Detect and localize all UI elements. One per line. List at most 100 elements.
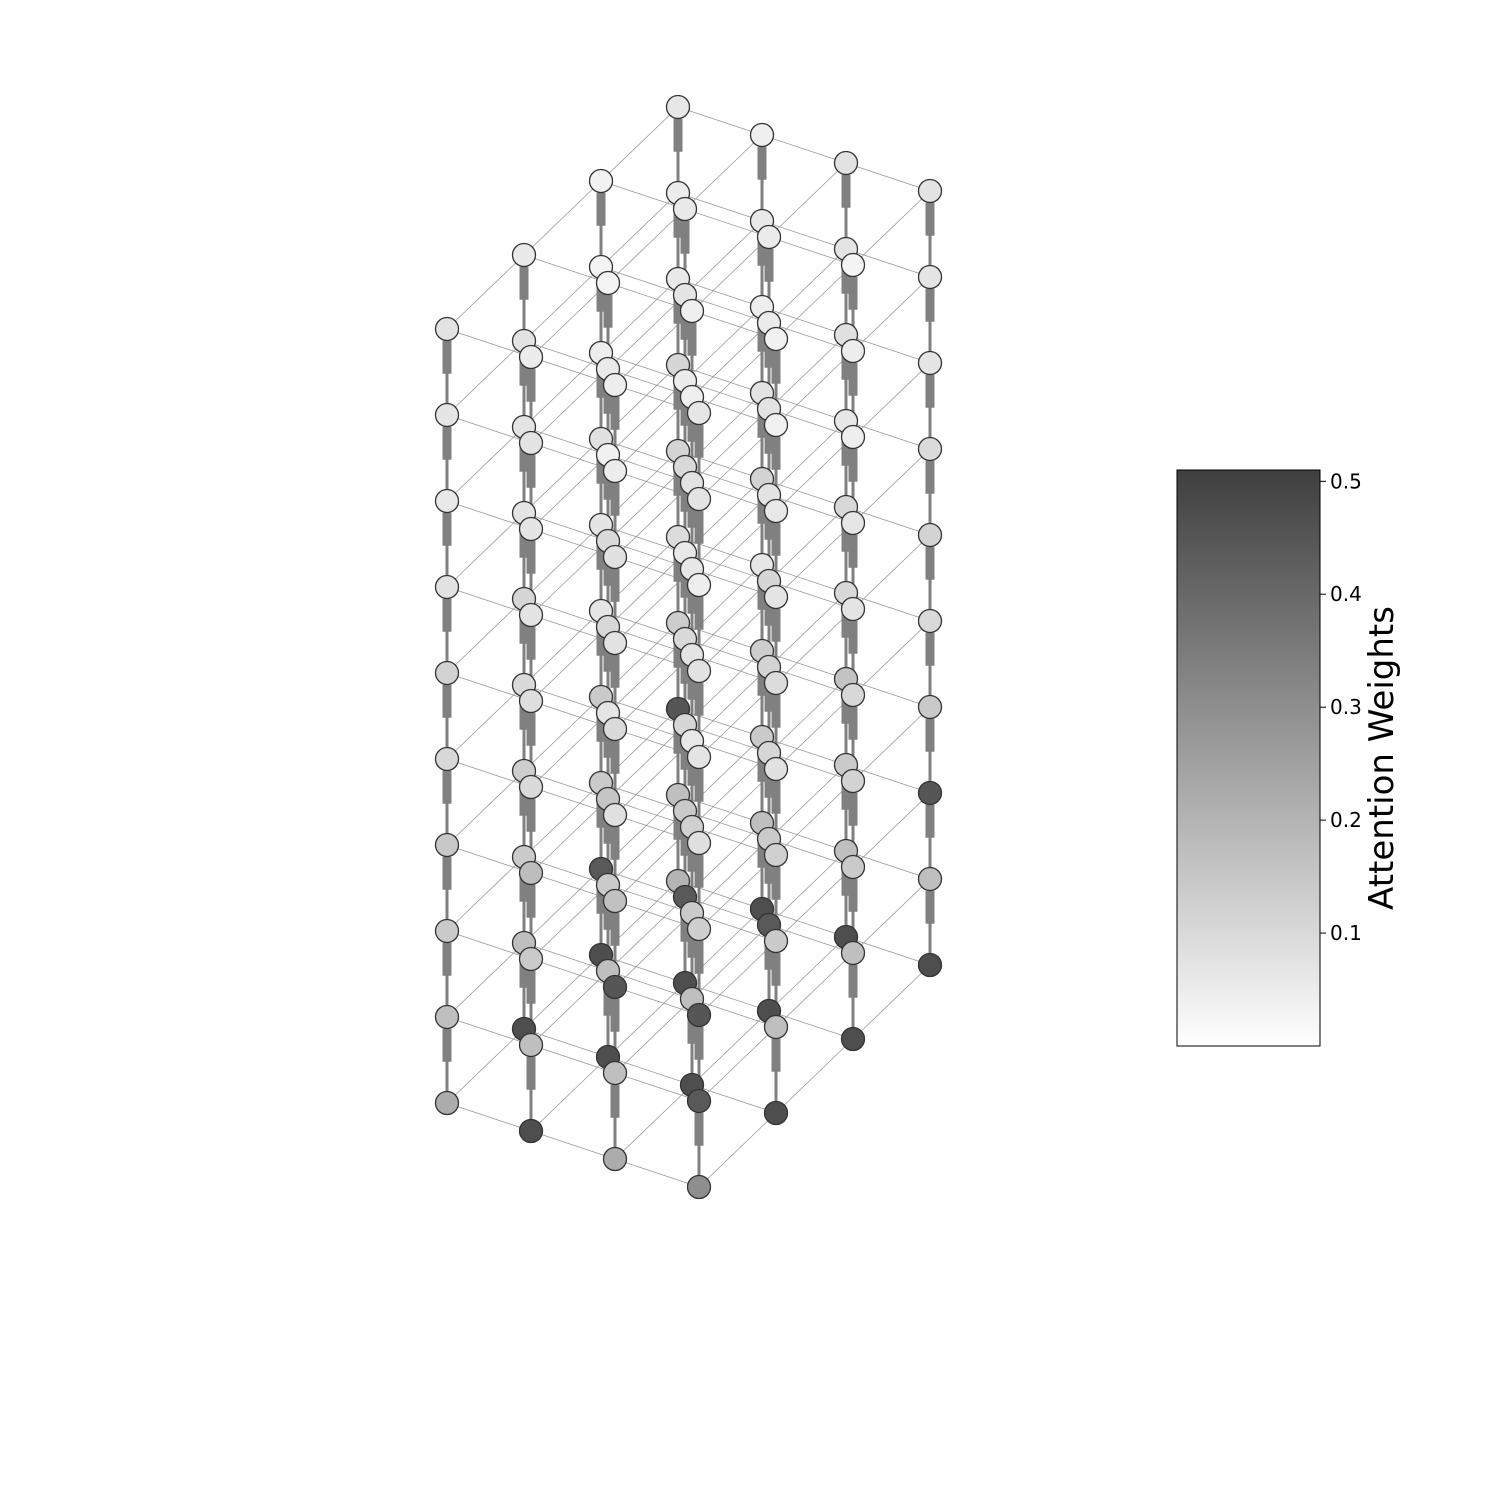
- grid-line: [775, 608, 854, 684]
- colorbar-tick-label: 0.3: [1330, 695, 1362, 719]
- grid-line: [600, 106, 679, 182]
- grid-line: [523, 254, 609, 284]
- lattice-node: [917, 350, 943, 376]
- lattice-node: [679, 298, 705, 324]
- lattice-node: [840, 682, 866, 708]
- colorbar-tick-label: 0.5: [1330, 469, 1362, 493]
- lattice-node: [672, 196, 698, 222]
- grid-line: [761, 306, 847, 336]
- grid-line: [607, 982, 686, 1058]
- lattice-node: [763, 842, 789, 868]
- grid-line: [530, 1130, 616, 1160]
- lattice-node: [602, 630, 628, 656]
- grid-line: [614, 912, 693, 988]
- grid-line: [768, 936, 847, 1012]
- lattice-node: [434, 488, 460, 514]
- grid-line: [761, 134, 847, 164]
- grid-line: [684, 208, 770, 238]
- lattice-node: [434, 660, 460, 686]
- lattice-node: [686, 1088, 712, 1114]
- grid-line: [768, 850, 847, 926]
- grid-line: [768, 1010, 854, 1040]
- grid-line: [523, 512, 609, 542]
- grid-line: [523, 426, 609, 456]
- grid-line: [698, 940, 777, 1016]
- grid-line: [530, 1044, 616, 1074]
- lattice-node: [840, 510, 866, 536]
- grid-line: [845, 850, 931, 880]
- grid-line: [530, 798, 609, 874]
- grid-line: [852, 620, 931, 696]
- grid-line: [523, 266, 602, 342]
- grid-line: [768, 752, 854, 782]
- lattice-node: [602, 1146, 628, 1172]
- colorbar: 0.1 0.2 0.3 0.4 0.5 Attention Weights: [1176, 469, 1402, 1047]
- grid-line: [446, 856, 525, 932]
- grid-line: [691, 494, 770, 570]
- grid-line: [446, 328, 532, 358]
- lattice-node: [602, 372, 628, 398]
- lattice-node: [763, 1100, 789, 1126]
- grid-line: [768, 248, 847, 324]
- grid-line: [845, 506, 931, 536]
- grid-line: [607, 970, 693, 1000]
- grid-line: [446, 340, 525, 416]
- lattice-node: [917, 780, 943, 806]
- lattice-node: [434, 574, 460, 600]
- grid-line: [523, 438, 602, 514]
- lattice-node: [511, 242, 537, 268]
- grid-line: [446, 414, 532, 444]
- lattice-node: [840, 768, 866, 794]
- grid-line: [691, 666, 770, 742]
- lattice-node: [686, 916, 712, 942]
- grid-line: [768, 494, 854, 524]
- grid-line: [600, 352, 686, 382]
- grid-line: [845, 162, 931, 192]
- lattice-node: [434, 1090, 460, 1116]
- grid-line: [845, 936, 931, 966]
- grid-line: [852, 878, 931, 954]
- grid-line: [775, 694, 854, 770]
- lattice-node: [763, 670, 789, 696]
- grid-line: [523, 770, 609, 800]
- grid-line: [684, 294, 770, 324]
- grid-line: [523, 598, 609, 628]
- lattice-node: [602, 544, 628, 570]
- grid-line: [523, 340, 609, 370]
- grid-line: [698, 1112, 777, 1188]
- lattice-node: [686, 1002, 712, 1028]
- grid-line: [691, 322, 770, 398]
- grid-line: [523, 1028, 609, 1058]
- colorbar-tick-label: 0.2: [1330, 808, 1362, 832]
- grid-line: [446, 1102, 532, 1132]
- lattice-node: [518, 1118, 544, 1144]
- grid-line: [768, 408, 854, 438]
- grid-line: [768, 580, 854, 610]
- grid-line: [768, 678, 847, 754]
- grid-line: [852, 362, 931, 438]
- grid-line: [523, 954, 602, 1030]
- grid-line: [446, 500, 532, 530]
- lattice-node: [917, 608, 943, 634]
- grid-line: [768, 838, 854, 868]
- lattice-node: [518, 774, 544, 800]
- lattice-node: [602, 716, 628, 742]
- grid-line: [530, 712, 609, 788]
- colorbar-tick-label: 0.1: [1330, 921, 1362, 945]
- grid-line: [530, 970, 609, 1046]
- lattice-node: [917, 436, 943, 462]
- grid-line: [852, 448, 931, 524]
- lattice-node: [917, 952, 943, 978]
- grid-line: [446, 254, 525, 330]
- grid-line: [775, 436, 854, 512]
- grid-line: [684, 220, 763, 296]
- lattice-node: [917, 178, 943, 204]
- grid-line: [691, 924, 770, 1000]
- grid-line: [768, 764, 847, 840]
- grid-line: [775, 866, 854, 942]
- lattice-node: [749, 122, 775, 148]
- grid-line: [768, 420, 847, 496]
- grid-line: [691, 408, 770, 484]
- lattice-node: [434, 316, 460, 342]
